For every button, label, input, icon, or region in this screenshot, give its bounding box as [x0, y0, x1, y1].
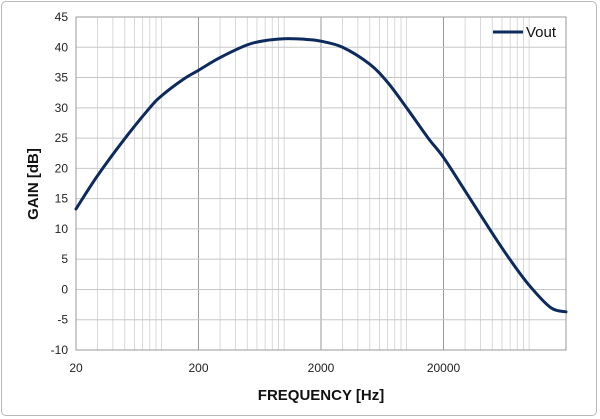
y-tick-label: 30: [55, 101, 69, 115]
y-tick-label: 10: [55, 222, 69, 236]
y-tick-label: 25: [55, 131, 69, 145]
series-line-vout: [74, 37, 568, 314]
legend-label-vout: Vout: [526, 24, 557, 41]
series-layer: [74, 37, 568, 314]
tick-labels: -10 -5 0 5 10 15 20 25 30 35 40 45 20 200 2000 20000: [51, 10, 461, 375]
plot-area-border: [75, 16, 567, 351]
grid: [75, 16, 567, 351]
y-axis-title: GAIN [dB]: [25, 148, 42, 220]
y-tick-label: 40: [55, 40, 69, 54]
x-tick-label: 20000: [427, 361, 461, 375]
axes: [75, 16, 567, 351]
x-tick-label: 2000: [308, 361, 335, 375]
y-tick-label: -5: [57, 313, 68, 327]
y-tick-label: 20: [55, 161, 69, 175]
y-tick-label: 5: [61, 252, 68, 266]
y-tick-label: 45: [55, 10, 69, 24]
y-tick-label: 15: [55, 192, 69, 206]
x-axis-title: FREQUENCY [Hz]: [258, 387, 384, 404]
x-tick-label: 20: [69, 361, 83, 375]
y-tick-label: 35: [55, 71, 69, 85]
y-tick-label: 0: [61, 282, 68, 296]
legend: Vout: [493, 24, 557, 41]
y-tick-label: -10: [51, 343, 69, 357]
x-tick-label: 200: [188, 361, 208, 375]
